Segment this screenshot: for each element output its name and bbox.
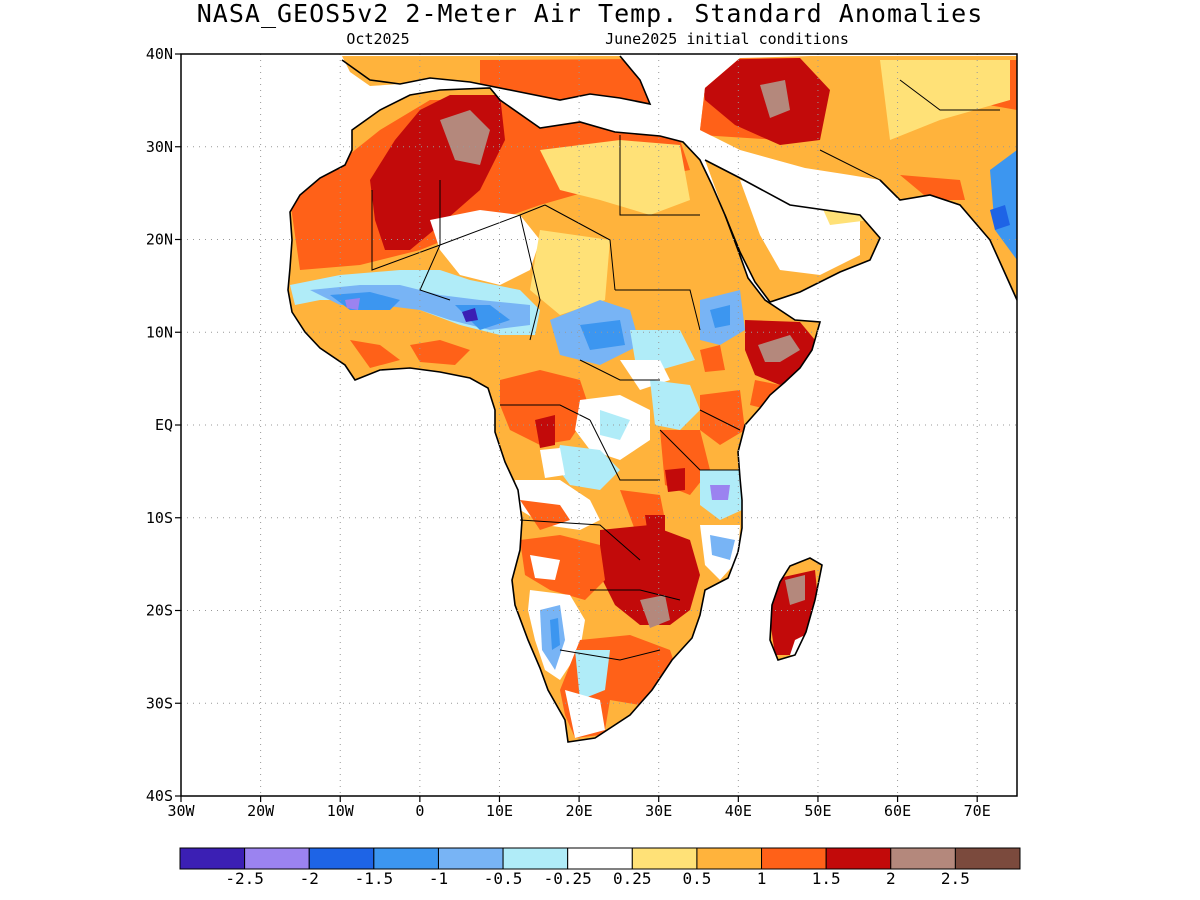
colorbar-label: 2.5 [941, 869, 970, 888]
lon-tick-label: 20E [566, 802, 593, 820]
lat-tick-label: 30S [146, 694, 173, 712]
colorbar-swatch [761, 847, 827, 870]
colorbar-label: -1.5 [355, 869, 394, 888]
colorbar-swatch [179, 847, 246, 870]
colorbar-swatch [696, 847, 763, 870]
colorbar-swatch [631, 847, 698, 870]
lon-tick-label: 70E [964, 802, 991, 820]
lat-tick-label: 10N [146, 323, 173, 341]
colorbar-label: 1 [757, 869, 767, 888]
europe-coastline [341, 55, 652, 106]
lon-tick-label: 30E [645, 802, 672, 820]
colorbar-swatch [954, 847, 1021, 870]
lat-tick-label: EQ [155, 416, 173, 434]
latitude-axis: 40N 30N 20N 10N EQ 10S 20S 30S 40S [146, 45, 181, 805]
temperature-anomaly-map [181, 54, 1017, 796]
colorbar-label: -2.5 [225, 869, 264, 888]
map-title: NASA_GEOS5v2 2-Meter Air Temp. Standard … [197, 0, 984, 28]
lon-tick-label: 60E [884, 802, 911, 820]
colorbar-swatch [890, 847, 956, 870]
country-borders [371, 79, 1000, 661]
lat-tick-label: 40S [146, 787, 173, 805]
arabia-coastline [704, 159, 881, 303]
colorbar-label: 1.5 [812, 869, 841, 888]
initial-conditions-label: June2025 initial conditions [605, 30, 849, 48]
lon-tick-label: 10W [327, 802, 355, 820]
colorbar-label: 2 [886, 869, 896, 888]
colorbar-label: -0.25 [544, 869, 592, 888]
colorbar-swatch [437, 847, 504, 870]
lat-tick-label: 10S [146, 509, 173, 527]
colorbar-swatch [567, 847, 633, 870]
lon-tick-label: 0 [415, 802, 424, 820]
colorbar-swatch [825, 847, 892, 870]
lon-tick-label: 40E [725, 802, 752, 820]
lat-tick-label: 20N [146, 231, 173, 249]
colorbar-swatch [502, 847, 569, 870]
africa-coastline [287, 87, 822, 743]
lon-tick-label: 50E [804, 802, 831, 820]
graticule [181, 54, 1017, 796]
madagascar-coastline [769, 557, 823, 661]
colorbar-swatch [244, 847, 310, 870]
lat-tick-label: 30N [146, 138, 173, 156]
longitude-axis: 30W 20W 10W 0 10E 20E 30E 40E 50E 60E 70E [167, 796, 991, 820]
forecast-month: Oct2025 [346, 30, 409, 48]
colorbar-label: -0.5 [484, 869, 523, 888]
colorbar-label: 0.5 [682, 869, 711, 888]
lon-tick-label: 10E [486, 802, 513, 820]
lat-tick-label: 40N [146, 45, 173, 63]
colorbar-label: -1 [429, 869, 448, 888]
colorbar: -2.5 -2 -1.5 -1 -0.5 -0.25 0.25 0.5 1 1.5 2 2.5 [179, 847, 1021, 888]
colorbar-label: 0.25 [613, 869, 652, 888]
colorbar-label: -2 [300, 869, 319, 888]
colorbar-swatch [308, 847, 375, 870]
lon-tick-label: 30W [167, 802, 195, 820]
lon-tick-label: 20W [247, 802, 275, 820]
lat-tick-label: 20S [146, 602, 173, 620]
colorbar-swatch [373, 847, 439, 870]
